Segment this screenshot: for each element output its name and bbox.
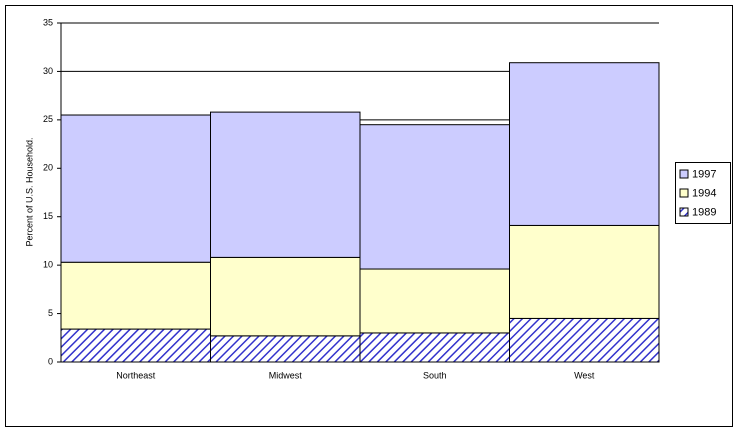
y-axis-label: Percent of U.S. Household. — [24, 137, 34, 246]
x-tick-label: Northeast — [116, 370, 156, 380]
y-tick-label: 10 — [43, 260, 53, 270]
y-tick-label: 0 — [48, 356, 53, 366]
y-tick-label: 35 — [43, 17, 53, 27]
legend-label: 1989 — [692, 206, 716, 218]
y-tick-label: 20 — [43, 163, 53, 173]
x-tick-label: West — [574, 370, 595, 380]
y-tick-label: 30 — [43, 66, 53, 76]
bar-segment — [60, 328, 211, 363]
legend-label: 1997 — [692, 168, 716, 180]
bar-segment — [359, 332, 510, 363]
bar-segment — [210, 111, 361, 258]
y-tick-label: 25 — [43, 114, 53, 124]
bar-segment — [509, 224, 660, 319]
x-tick-label: Midwest — [269, 370, 303, 380]
bar-segment — [509, 317, 660, 363]
legend-swatch — [679, 169, 689, 179]
legend-swatch — [679, 188, 689, 198]
y-tick-label: 5 — [48, 308, 53, 318]
y-tick-label: 15 — [43, 211, 53, 221]
bar-segment — [60, 114, 211, 263]
bar-segment — [210, 335, 361, 363]
bar-segment — [210, 256, 361, 337]
bar-segment — [509, 62, 660, 226]
legend-swatch — [679, 207, 689, 217]
legend-label: 1994 — [692, 187, 716, 199]
bar-segment — [359, 268, 510, 334]
bar-segment — [60, 261, 211, 330]
bar-segment — [359, 124, 510, 270]
x-tick-label: South — [423, 370, 447, 380]
